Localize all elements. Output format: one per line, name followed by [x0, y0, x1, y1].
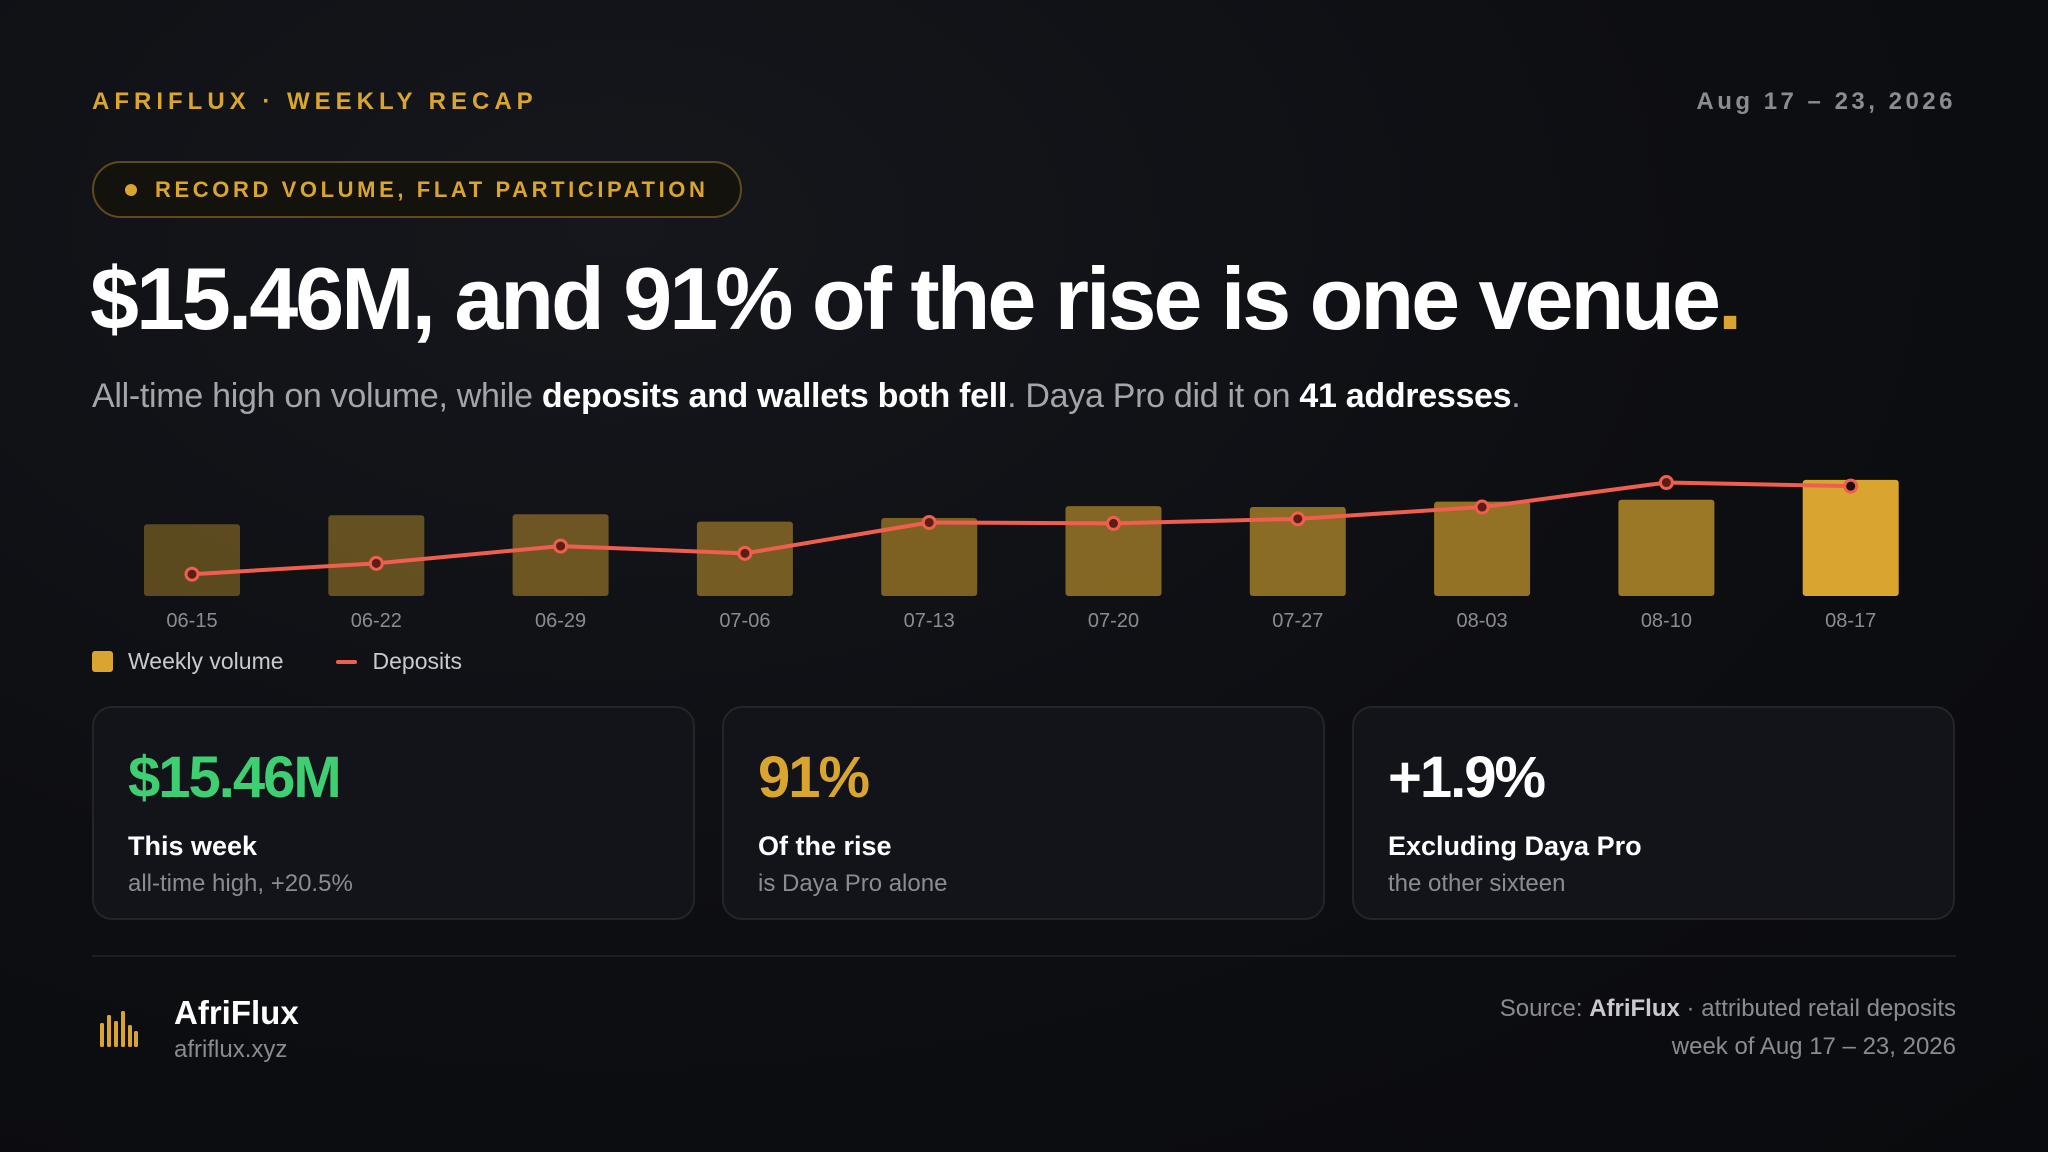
badge-label: RECORD VOLUME, FLAT PARTICIPATION: [155, 176, 709, 202]
bar-06-29: [512, 514, 609, 596]
bar-series: [144, 479, 1899, 596]
sub-part-3: .: [1511, 377, 1521, 415]
chart-legend: Weekly volume Deposits: [92, 648, 462, 675]
x-tick-label: 08-17: [1825, 610, 1876, 632]
deposits-point-07-13: [921, 514, 937, 530]
deposits-point-06-15: [184, 566, 200, 582]
sub-part-1: All-time high on volume, while: [92, 377, 542, 415]
bar-08-10: [1618, 499, 1715, 596]
line-series: [184, 475, 1859, 582]
source-suffix: · attributed retail deposits: [1679, 995, 1956, 1022]
stat-cards: $15.46M This week all-time high, +20.5% …: [92, 706, 1955, 920]
deposits-point-08-03: [1474, 499, 1490, 515]
x-tick-label: 07-27: [1272, 610, 1323, 632]
stat-card-this-week: $15.46M This week all-time high, +20.5%: [92, 706, 695, 920]
sub-bold-2: 41 addresses: [1299, 377, 1512, 415]
x-tick-label: 08-10: [1641, 610, 1692, 632]
deposits-point-08-17: [1843, 478, 1859, 494]
legend-swatch-volume: [92, 651, 113, 672]
brand: AfriFlux afriflux.xyz: [100, 994, 299, 1064]
deposits-point-06-29: [553, 538, 569, 554]
deposits-point-07-27: [1290, 511, 1306, 527]
bar-08-17: [1802, 479, 1899, 596]
footer-divider: [92, 955, 1956, 957]
deposits-point-06-22: [368, 555, 384, 571]
deposits-point-08-10: [1658, 475, 1674, 491]
stat-label: Of the rise: [758, 831, 892, 861]
stat-note: is Daya Pro alone: [758, 870, 948, 897]
kicker: AFRIFLUX · WEEKLY RECAP: [92, 88, 538, 115]
deposits-point-07-20: [1106, 515, 1121, 531]
volume-deposits-chart: 06-15 06-22 06-29 07-06 07-13 07-20 07-27 08-03…: [144, 475, 1899, 632]
stat-value: $15.46M: [128, 745, 342, 810]
stat-note: all-time high, +20.5%: [128, 870, 353, 897]
bar-07-13: [881, 517, 978, 596]
brand-name: AfriFlux: [174, 994, 299, 1031]
headline-accent: .: [1717, 249, 1743, 348]
bar-07-27: [1249, 507, 1346, 596]
date-range: Aug 17 – 23, 2026: [1696, 88, 1956, 115]
headline: $15.46M, and 91% of the rise is one venu…: [90, 248, 1743, 350]
brand-url: afriflux.xyz: [174, 1036, 288, 1063]
bar-06-22: [328, 515, 425, 596]
x-tick-label: 06-29: [535, 610, 586, 632]
stat-value: +1.9%: [1388, 745, 1546, 810]
bar-07-20: [1065, 506, 1162, 596]
sub-bold-1: deposits and wallets both fell: [541, 377, 1008, 415]
x-tick-label: 07-20: [1088, 610, 1139, 632]
source-prefix: Source:: [1499, 995, 1590, 1022]
stat-card-excluding: +1.9% Excluding Daya Pro the other sixte…: [1352, 706, 1955, 920]
deposits-point-07-06: [737, 545, 753, 561]
stat-label: Excluding Daya Pro: [1388, 831, 1642, 861]
source-name: AfriFlux: [1589, 995, 1680, 1022]
source-line-2: week of Aug 17 – 23, 2026: [1671, 1033, 1956, 1060]
headline-text: $15.46M, and 91% of the rise is one venu…: [90, 249, 1721, 348]
bar-06-15: [144, 524, 240, 596]
legend-label-volume: Weekly volume: [128, 648, 284, 674]
bar-08-03: [1434, 501, 1531, 596]
stat-value: 91%: [758, 745, 870, 810]
stat-note: the other sixteen: [1388, 870, 1566, 897]
deposits-line: [191, 480, 1851, 577]
legend-label-deposits: Deposits: [372, 648, 463, 674]
bar-chart-icon: [100, 1011, 138, 1047]
subheadline: All-time high on volume, while deposits …: [92, 377, 1521, 416]
x-tick-label: 07-06: [719, 610, 770, 632]
source-note: Source: AfriFlux · attributed retail dep…: [1500, 990, 1956, 1066]
stat-label: This week: [128, 831, 258, 861]
badge-dot: [125, 183, 137, 196]
x-tick-label: 06-15: [166, 610, 217, 632]
status-badge: RECORD VOLUME, FLAT PARTICIPATION: [92, 161, 743, 218]
sub-part-2: . Daya Pro did it on: [1007, 377, 1300, 415]
x-axis-ticks: 06-15 06-22 06-29 07-06 07-13 07-20 07-27 08-03…: [166, 610, 1876, 632]
x-tick-label: 08-03: [1457, 610, 1508, 632]
legend-swatch-deposits: [335, 659, 357, 664]
x-tick-label: 06-22: [351, 610, 402, 632]
source-line-1: Source: AfriFlux · attributed retail dep…: [1500, 990, 1956, 1028]
x-tick-label: 07-13: [904, 610, 955, 632]
stat-card-share-of-rise: 91% Of the rise is Daya Pro alone: [722, 706, 1325, 920]
